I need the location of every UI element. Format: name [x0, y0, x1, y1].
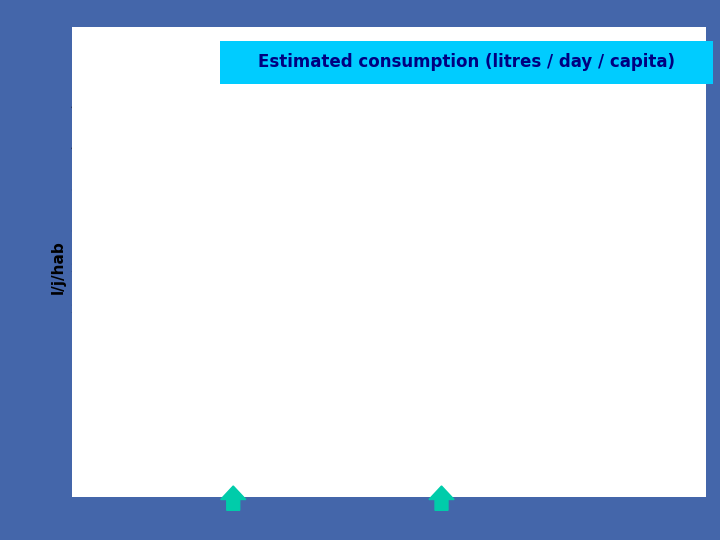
- Y-axis label: l/j/hab: l/j/hab: [51, 240, 66, 294]
- Legend: Bankass, Djénné, Douentza, Kangaba, Koro, Nara: Bankass, Djénné, Douentza, Kangaba, Koro…: [98, 71, 205, 180]
- Text: Estimated consumption (litres / day / capita): Estimated consumption (litres / day / ca…: [258, 53, 675, 71]
